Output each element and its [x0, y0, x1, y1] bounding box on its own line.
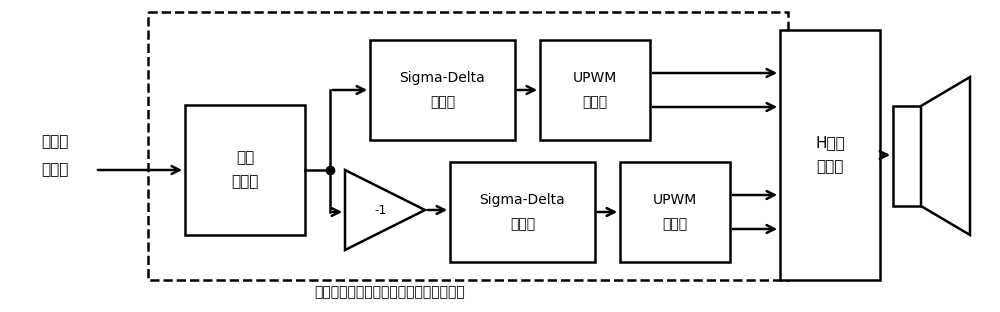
Text: 发生器: 发生器: [662, 217, 688, 231]
Bar: [185, 105, 305, 235]
Text: 数字音: 数字音: [41, 134, 69, 149]
Text: 插值: 插值: [236, 150, 254, 165]
Bar: [370, 40, 515, 140]
Text: Sigma-Delta: Sigma-Delta: [480, 193, 565, 207]
Text: 调制器: 调制器: [510, 217, 535, 231]
Text: 免滤波脉冲宽度调制器（数字电路实现）: 免滤波脉冲宽度调制器（数字电路实现）: [315, 285, 465, 299]
Text: 功率级: 功率级: [816, 159, 844, 174]
Text: 频信号: 频信号: [41, 163, 69, 178]
Text: H桥式: H桥式: [815, 135, 845, 150]
Bar: [780, 30, 880, 280]
Text: -1: -1: [375, 203, 387, 217]
Polygon shape: [921, 77, 970, 235]
Text: 发生器: 发生器: [582, 95, 608, 109]
Text: 滤波器: 滤波器: [231, 174, 259, 189]
Polygon shape: [345, 170, 425, 250]
Bar: [540, 40, 650, 140]
Bar: [450, 162, 595, 262]
Bar: [620, 162, 730, 262]
Text: UPWM: UPWM: [653, 193, 697, 207]
Bar: [148, 12, 788, 280]
Text: Sigma-Delta: Sigma-Delta: [400, 71, 485, 85]
Bar: [893, 106, 921, 206]
Text: 调制器: 调制器: [430, 95, 455, 109]
Text: UPWM: UPWM: [573, 71, 617, 85]
